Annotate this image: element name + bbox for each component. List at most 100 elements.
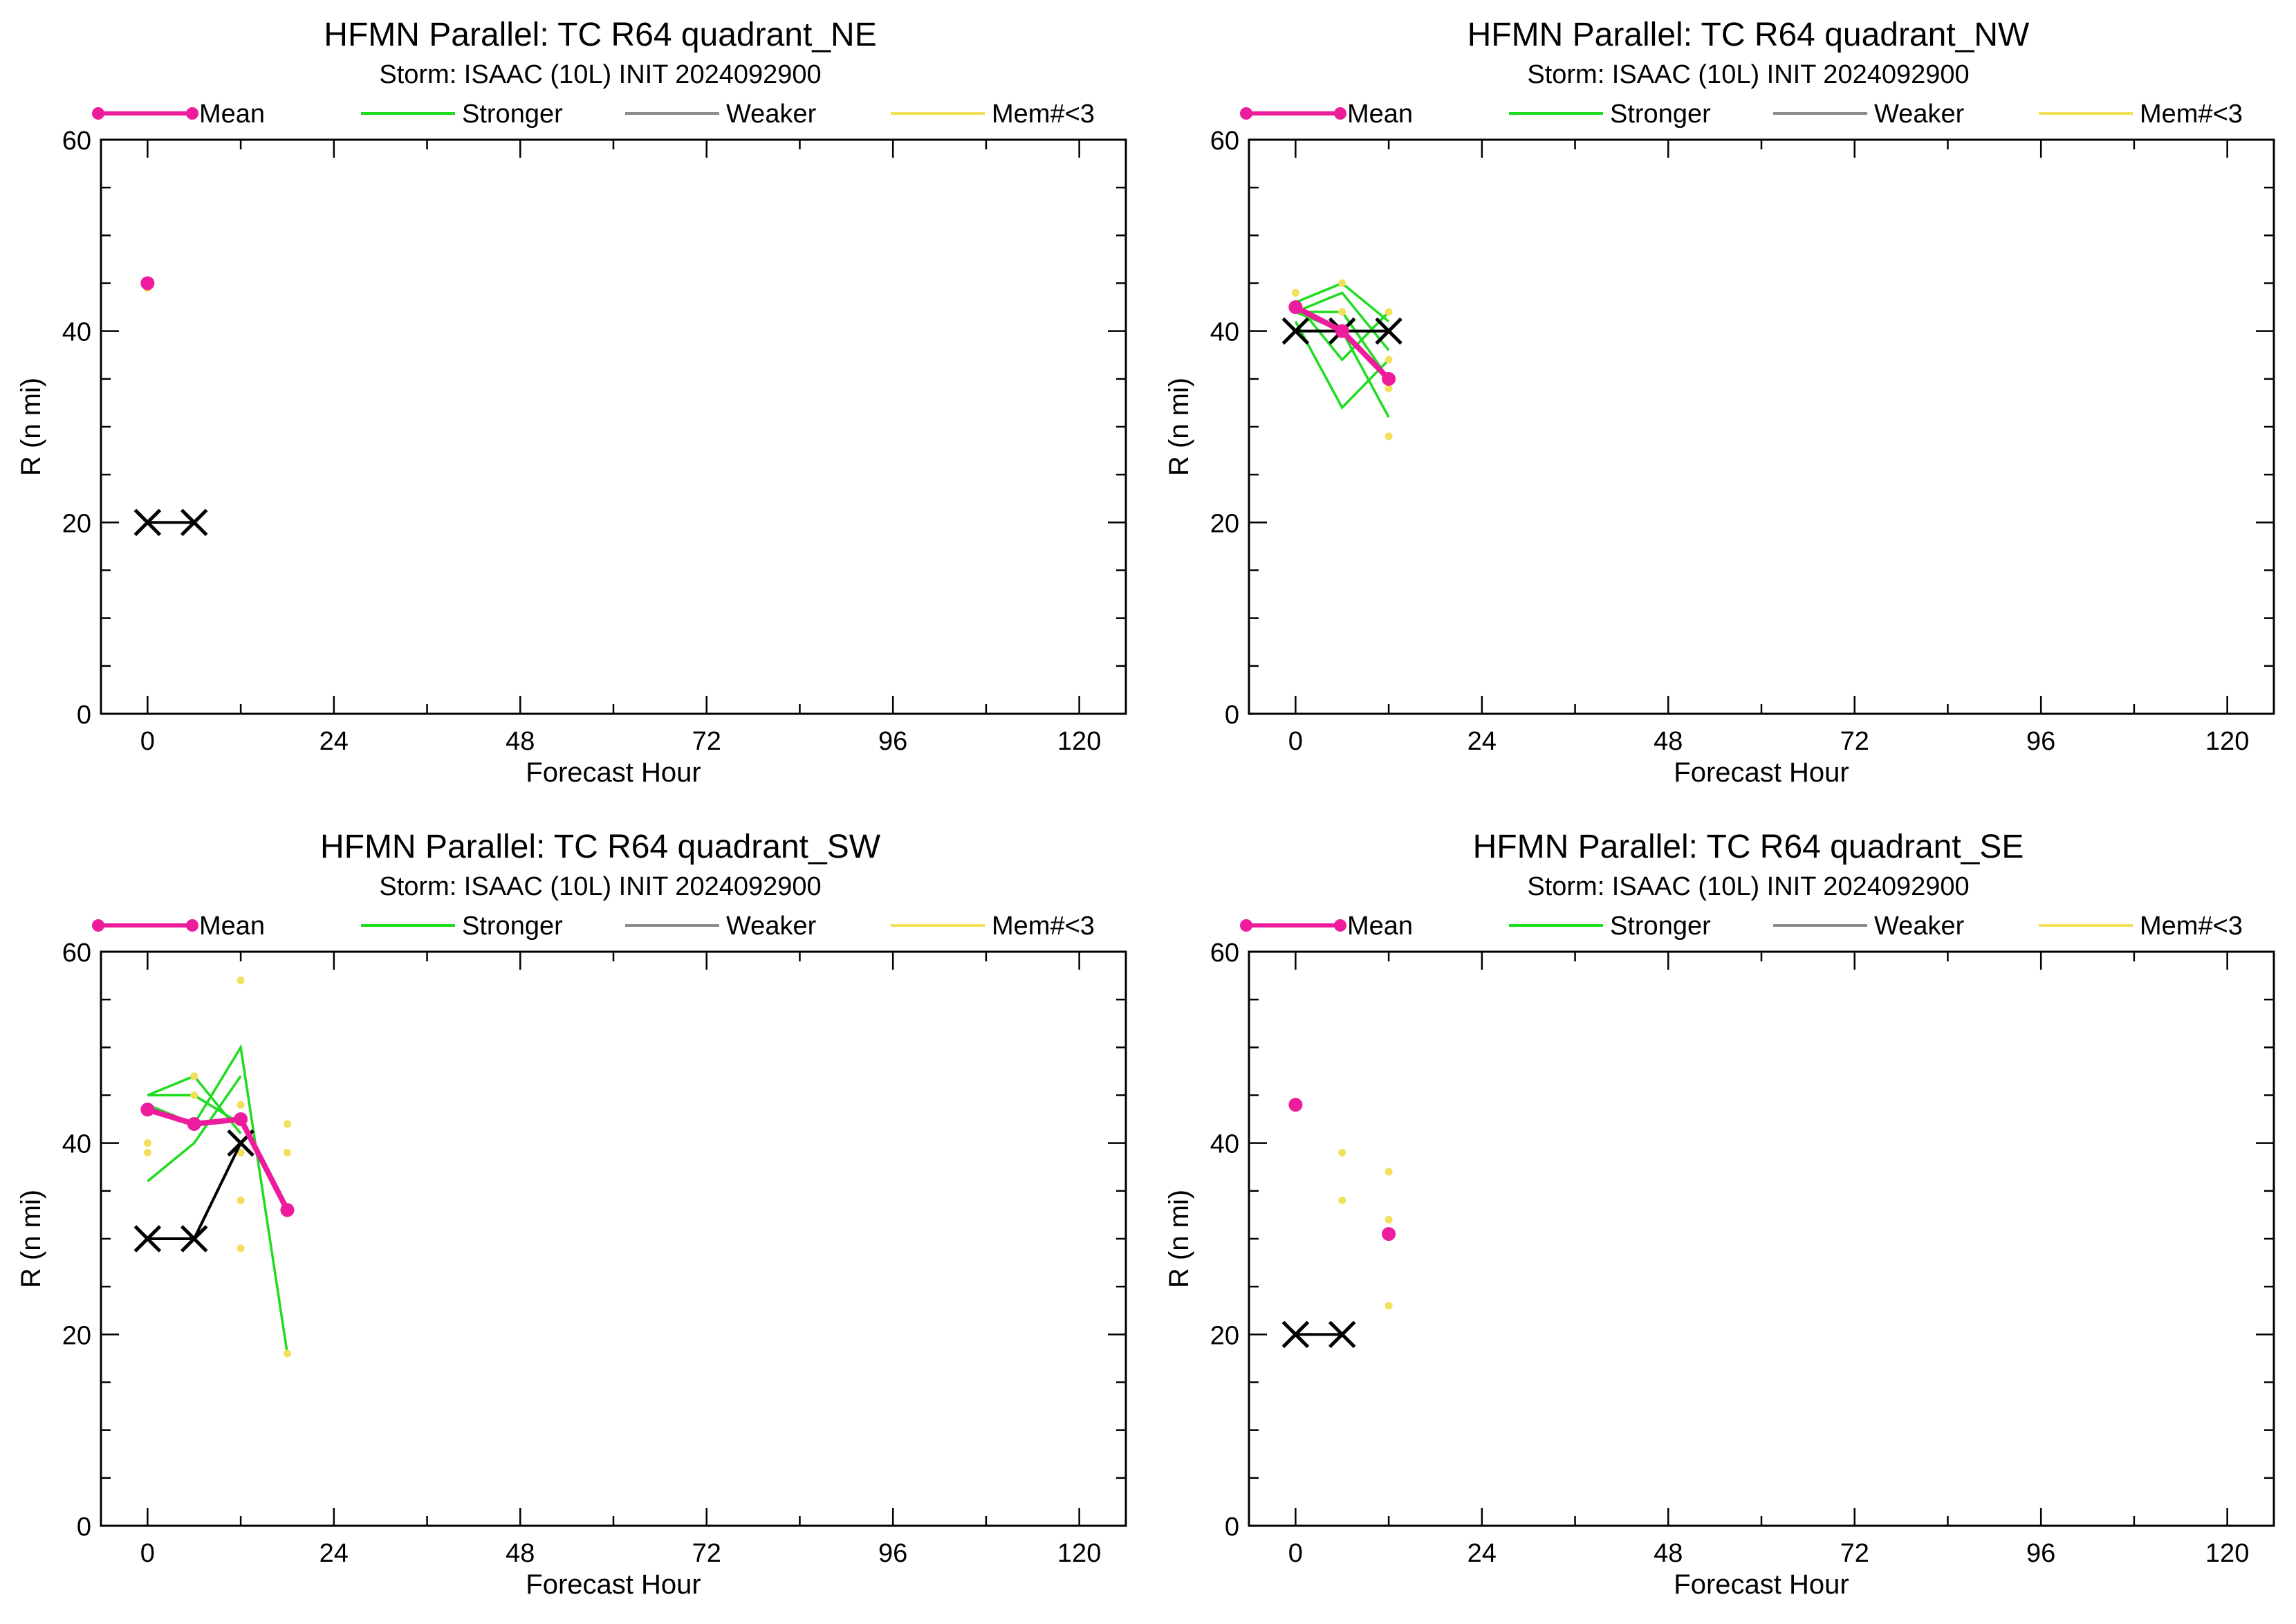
y-tick-label: 0: [77, 701, 91, 730]
legend-label-mean: Mean: [199, 100, 265, 129]
best-track-marker: [1328, 1320, 1356, 1349]
mean-point: [140, 1102, 155, 1117]
best-track-marker: [180, 1225, 208, 1253]
y-tick-label: 40: [62, 1130, 91, 1159]
x-tick-label: 0: [140, 1539, 155, 1568]
y-tick-label: 0: [1225, 1513, 1239, 1542]
chart-subtitle: Storm: ISAAC (10L) INIT 2024092900: [1527, 872, 1969, 901]
x-tick-label: 0: [1288, 1539, 1303, 1568]
y-tick-label: 60: [62, 127, 91, 156]
member-point: [283, 1120, 291, 1128]
mean-point: [1288, 300, 1303, 315]
legend-marker-mean-left: [1240, 919, 1252, 932]
x-tick-label: 72: [1840, 727, 1869, 756]
legend-label-mean: Mean: [1347, 912, 1413, 941]
member-point: [1385, 1302, 1393, 1310]
y-tick-label: 60: [1210, 939, 1239, 968]
y-tick-label: 20: [62, 1321, 91, 1350]
mean-point: [1288, 1098, 1303, 1112]
x-tick-label: 48: [1654, 727, 1683, 756]
legend-marker-mean-right: [1334, 919, 1346, 932]
legend-marker-mean-right: [186, 919, 198, 932]
member-point: [1385, 308, 1393, 316]
x-tick-label: 96: [2026, 1539, 2055, 1568]
member-point: [1385, 385, 1393, 393]
best-track-marker: [1281, 317, 1310, 345]
mean-point: [187, 1117, 201, 1131]
x-axis-label: Forecast Hour: [1674, 1569, 1849, 1600]
y-tick-label: 20: [1210, 1321, 1239, 1350]
legend-label-members-lt3: Mem#<3: [992, 912, 1095, 941]
legend-label-members-lt3: Mem#<3: [992, 100, 1095, 129]
x-tick-label: 24: [1468, 727, 1497, 756]
chart-subtitle: Storm: ISAAC (10L) INIT 2024092900: [379, 872, 821, 901]
legend-marker-mean-left: [92, 919, 104, 932]
best-track-marker: [133, 1225, 162, 1253]
mean-point: [140, 276, 155, 290]
plot-frame: [100, 138, 1127, 715]
mean-point: [280, 1203, 295, 1217]
member-point: [143, 1149, 151, 1156]
y-tick-label: 0: [77, 1513, 91, 1542]
chart-subtitle: Storm: ISAAC (10L) INIT 2024092900: [1527, 60, 1969, 89]
member-point: [190, 1072, 198, 1080]
mean-point: [1382, 1227, 1396, 1242]
legend-marker-mean-left: [92, 107, 104, 120]
chart-panel-2: HFMN Parallel: TC R64 quadrant_NW Storm: …: [1164, 17, 2275, 788]
chart-title: HFMN Parallel: TC R64 quadrant_NW: [1468, 17, 2030, 53]
y-axis-label: R (n mi): [1164, 1190, 1194, 1288]
x-tick-label: 24: [320, 727, 349, 756]
member-point: [1338, 1197, 1346, 1205]
x-tick-label: 72: [1840, 1539, 1869, 1568]
x-tick-label: 96: [878, 727, 907, 756]
x-tick-label: 72: [692, 727, 721, 756]
mean-line: [147, 1107, 290, 1212]
chart-panel-3: HFMN Parallel: TC R64 quadrant_SW Storm: …: [16, 829, 1127, 1600]
y-axis-label: R (n mi): [16, 378, 46, 476]
member-point: [237, 977, 245, 984]
stronger-member-line: [147, 1075, 242, 1183]
legend-label-stronger: Stronger: [462, 912, 563, 941]
x-tick-label: 96: [2026, 727, 2055, 756]
x-tick-label: 24: [1468, 1539, 1497, 1568]
member-point: [237, 1244, 245, 1253]
chart-title: HFMN Parallel: TC R64 quadrant_SE: [1473, 829, 2024, 865]
mean-point: [1382, 371, 1396, 386]
x-tick-label: 120: [1057, 1539, 1101, 1568]
member-point: [237, 1197, 245, 1205]
x-tick-label: 48: [506, 1539, 535, 1568]
legend-label-weaker: Weaker: [1874, 100, 1965, 129]
x-tick-label: 72: [692, 1539, 721, 1568]
x-tick-label: 120: [2205, 1539, 2249, 1568]
member-point: [1385, 1168, 1393, 1176]
legend-label-stronger: Stronger: [1610, 100, 1711, 129]
best-track-marker: [1281, 1320, 1310, 1349]
x-tick-label: 48: [1654, 1539, 1683, 1568]
chart-title: HFMN Parallel: TC R64 quadrant_NE: [324, 17, 876, 53]
legend-marker-mean-left: [1240, 107, 1252, 120]
y-tick-label: 60: [62, 939, 91, 968]
best-track-line: [147, 1142, 242, 1240]
best-track-marker: [133, 508, 162, 537]
member-point: [1291, 288, 1299, 297]
legend-label-stronger: Stronger: [1610, 912, 1711, 941]
plot-frame: [1248, 138, 2275, 715]
x-axis-label: Forecast Hour: [1674, 757, 1849, 788]
legend-label-weaker: Weaker: [1874, 912, 1965, 941]
x-tick-label: 0: [1288, 727, 1303, 756]
chart-panel-4: HFMN Parallel: TC R64 quadrant_SE Storm: …: [1164, 829, 2275, 1600]
member-point: [1338, 279, 1346, 287]
stronger-member-line: [1294, 321, 1390, 410]
legend-marker-mean-right: [186, 107, 198, 120]
chart-title: HFMN Parallel: TC R64 quadrant_SW: [320, 829, 881, 865]
x-tick-label: 0: [140, 727, 155, 756]
x-tick-label: 48: [506, 727, 535, 756]
x-tick-label: 120: [1057, 727, 1101, 756]
legend-label-members-lt3: Mem#<3: [2140, 912, 2243, 941]
y-tick-label: 60: [1210, 127, 1239, 156]
legend-label-weaker: Weaker: [726, 912, 817, 941]
stronger-member-line: [147, 1044, 289, 1354]
member-point: [1385, 432, 1393, 441]
best-track-marker: [1375, 317, 1402, 345]
chart-subtitle: Storm: ISAAC (10L) INIT 2024092900: [379, 60, 821, 89]
